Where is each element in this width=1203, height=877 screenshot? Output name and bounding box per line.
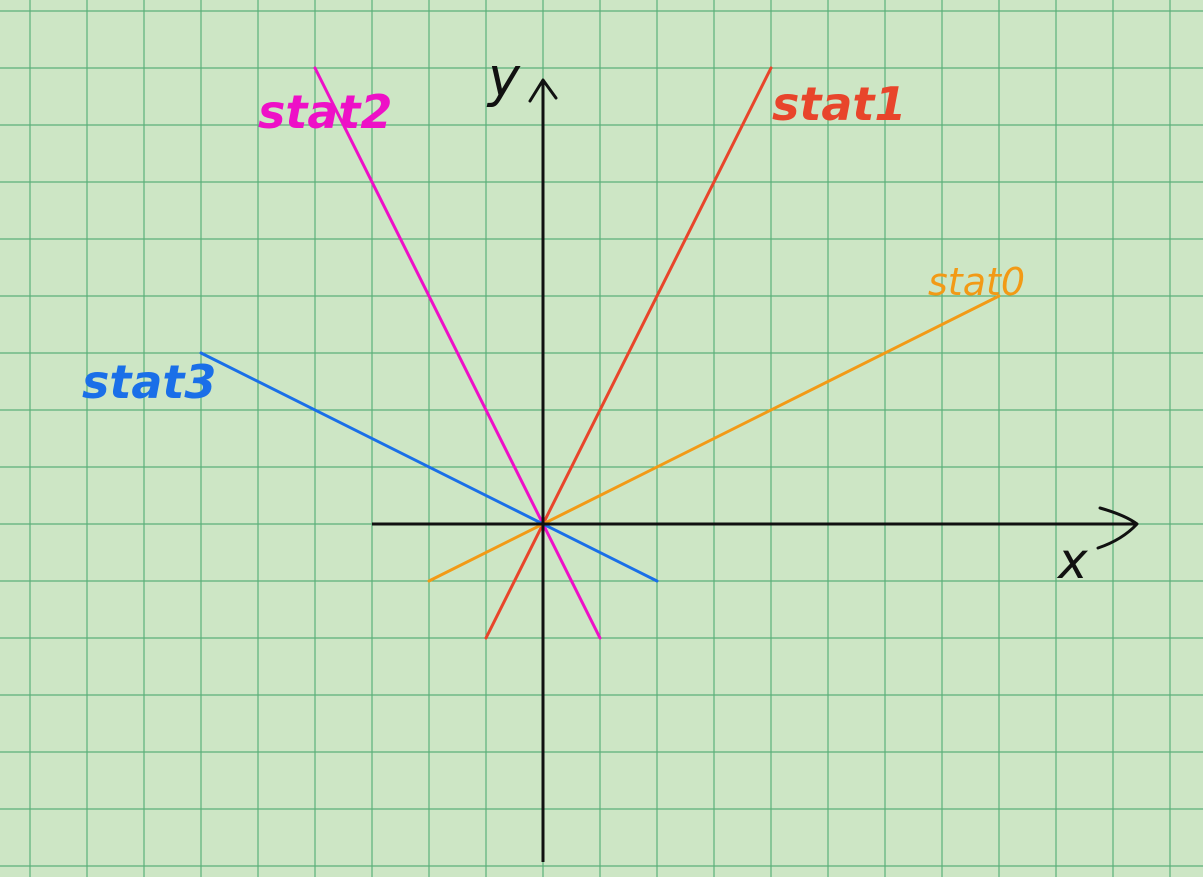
stat-lines bbox=[199, 66, 1001, 640]
x-axis-label: x bbox=[1056, 532, 1088, 590]
stat-labels: stat1 stat2 stat3 stat0 bbox=[82, 77, 1025, 409]
stat3-label: stat3 bbox=[82, 355, 216, 409]
stat2-label: stat2 bbox=[258, 85, 392, 139]
stat3-line bbox=[199, 351, 659, 583]
stat0-line bbox=[427, 294, 1001, 583]
y-axis-label: y bbox=[486, 46, 521, 109]
y-axis-arrowhead bbox=[528, 78, 558, 103]
stat1-line bbox=[484, 66, 773, 640]
axes: x y bbox=[372, 46, 1139, 862]
stat1-label: stat1 bbox=[772, 77, 906, 131]
x-axis-arrowhead bbox=[1096, 506, 1139, 550]
stat2-line bbox=[313, 66, 602, 640]
stat0-label: stat0 bbox=[928, 260, 1025, 304]
